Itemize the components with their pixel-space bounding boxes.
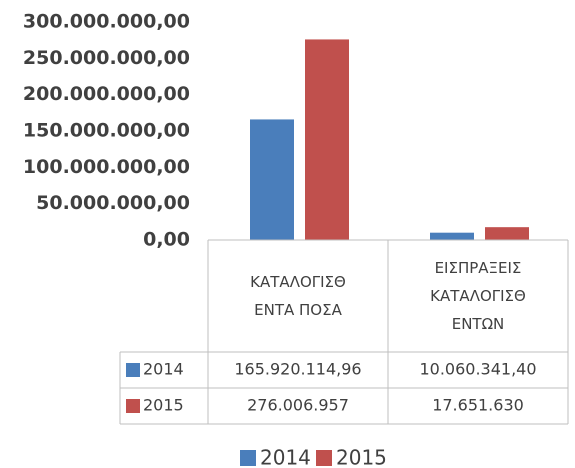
legend-swatch: [240, 450, 256, 466]
y-tick-label: 100.000.000,00: [23, 156, 190, 178]
bar: [430, 232, 474, 240]
bar: [305, 39, 349, 241]
y-tick-label: 250.000.000,00: [23, 47, 190, 69]
legend-swatch: [316, 450, 332, 466]
data-label: 17.651.630: [432, 396, 524, 415]
bar: [485, 227, 529, 240]
y-tick-label: 300.000.000,00: [23, 11, 190, 33]
legend-key: [126, 399, 140, 413]
y-tick-label: 0,00: [143, 229, 190, 251]
category-label: ΕΙΣΠΡΑΞΕΙΣ ΚΑΤΑΛΟΓΙΣΘ ΕΝΤΩΝ: [430, 259, 526, 333]
category-label: ΚΑΤΑΛΟΓΙΣΘ ΕΝΤΑ ΠΟΣΑ: [250, 273, 346, 319]
series-label: 2014: [143, 360, 184, 379]
data-label: 165.920.114,96: [234, 360, 361, 379]
y-tick-label: 150.000.000,00: [23, 120, 190, 142]
y-tick-label: 200.000.000,00: [23, 83, 190, 105]
y-tick-label: 50.000.000,00: [36, 192, 190, 214]
data-label: 10.060.341,40: [419, 360, 536, 379]
data-label: 276.006.957: [247, 396, 349, 415]
legend-label: 2015: [336, 446, 387, 468]
series-label: 2015: [143, 396, 184, 415]
legend-key: [126, 363, 140, 377]
bar: [250, 119, 294, 240]
legend-label: 2014: [260, 446, 311, 468]
